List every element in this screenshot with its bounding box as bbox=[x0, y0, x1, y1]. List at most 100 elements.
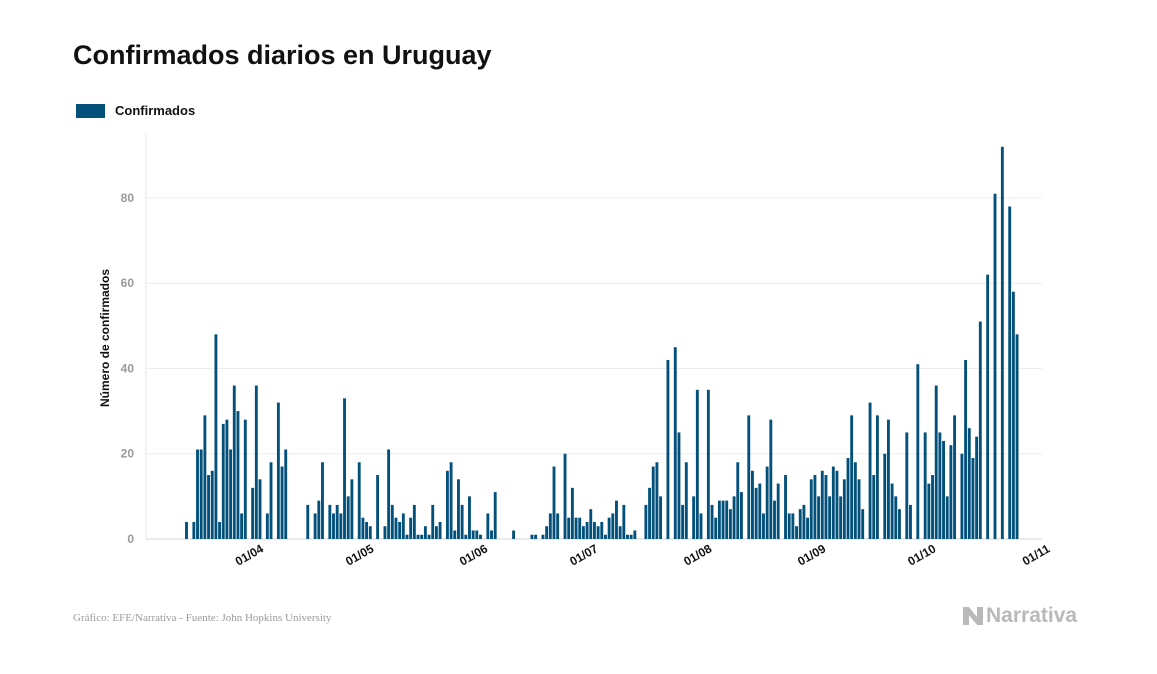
bar bbox=[486, 513, 490, 539]
bar bbox=[567, 517, 571, 539]
y-tick-label: 40 bbox=[121, 361, 135, 375]
bar bbox=[431, 504, 435, 539]
bar bbox=[728, 509, 732, 539]
y-tick-label: 0 bbox=[127, 532, 134, 546]
x-tick-label: 01/08 bbox=[681, 541, 714, 568]
narrativa-logo-icon bbox=[963, 607, 983, 625]
bar bbox=[949, 445, 953, 539]
bar bbox=[530, 534, 534, 539]
bar bbox=[839, 496, 843, 539]
y-tick-label: 60 bbox=[121, 276, 135, 290]
bar bbox=[931, 475, 934, 539]
bar bbox=[471, 530, 475, 539]
bar bbox=[343, 398, 346, 539]
bar bbox=[600, 521, 604, 539]
bar bbox=[769, 419, 773, 539]
brand-logo: Narrativa bbox=[963, 604, 1077, 628]
bar bbox=[196, 449, 199, 539]
bar bbox=[934, 385, 938, 539]
x-tick-label: 01/06 bbox=[457, 541, 490, 568]
bar bbox=[681, 504, 685, 539]
bar bbox=[221, 423, 225, 539]
bar bbox=[964, 359, 968, 539]
bar bbox=[898, 509, 901, 539]
bar bbox=[916, 364, 920, 539]
bar bbox=[842, 479, 846, 539]
bar bbox=[317, 500, 321, 539]
bar bbox=[604, 534, 607, 539]
bar bbox=[883, 453, 887, 539]
bar bbox=[541, 534, 545, 539]
gridlines bbox=[146, 197, 1042, 540]
bar bbox=[714, 517, 718, 539]
bar bbox=[993, 193, 997, 539]
bar bbox=[684, 462, 688, 539]
source-note: Gráfico: EFE/Narrativa - Fuente: John Ho… bbox=[73, 612, 332, 624]
bar bbox=[464, 534, 468, 539]
bar bbox=[251, 487, 255, 539]
bar bbox=[945, 496, 949, 539]
bar bbox=[666, 359, 670, 539]
bar bbox=[872, 475, 876, 539]
bar bbox=[493, 492, 497, 539]
bar bbox=[468, 496, 471, 539]
bar bbox=[765, 466, 769, 539]
bar bbox=[479, 534, 482, 539]
bar bbox=[831, 466, 835, 539]
bar bbox=[332, 513, 335, 539]
bar bbox=[655, 462, 659, 539]
bar bbox=[673, 347, 677, 539]
bar bbox=[346, 496, 350, 539]
bar bbox=[942, 440, 945, 539]
bar bbox=[218, 521, 222, 539]
chart-title: Confirmados diarios en Uruguay bbox=[73, 40, 492, 70]
bar bbox=[269, 462, 273, 539]
x-tick-label: 01/10 bbox=[905, 541, 938, 568]
bar bbox=[225, 419, 229, 539]
bar bbox=[475, 530, 479, 539]
bar bbox=[861, 509, 865, 539]
bar bbox=[806, 517, 810, 539]
bar bbox=[875, 415, 879, 539]
bar bbox=[923, 432, 927, 539]
bar bbox=[754, 487, 758, 539]
bar bbox=[328, 504, 332, 539]
bar bbox=[739, 492, 743, 539]
x-tick-label: 01/07 bbox=[567, 541, 600, 568]
bar bbox=[695, 389, 699, 539]
bar bbox=[207, 475, 210, 539]
bar bbox=[699, 513, 703, 539]
bar bbox=[321, 462, 324, 539]
bar bbox=[736, 462, 740, 539]
bar bbox=[938, 432, 942, 539]
bar bbox=[210, 470, 214, 539]
bar bbox=[809, 479, 813, 539]
bar bbox=[574, 517, 578, 539]
bar bbox=[258, 479, 262, 539]
bar bbox=[776, 483, 780, 539]
bar bbox=[376, 475, 380, 539]
bar bbox=[1011, 291, 1015, 539]
bar bbox=[751, 470, 754, 539]
bar bbox=[894, 496, 898, 539]
bar bbox=[795, 526, 798, 539]
bar bbox=[659, 496, 663, 539]
bar bbox=[732, 496, 736, 539]
y-tick-label: 80 bbox=[121, 191, 135, 205]
y-tick-label: 20 bbox=[121, 447, 135, 461]
y-axis: 0 20 40 60 80 bbox=[121, 134, 147, 546]
bar bbox=[1000, 146, 1004, 540]
bar bbox=[651, 466, 655, 539]
bar bbox=[401, 513, 405, 539]
bar bbox=[232, 385, 236, 539]
y-axis-label: Número de confirmados bbox=[98, 269, 112, 407]
x-tick-label: 01/04 bbox=[233, 541, 266, 568]
bar bbox=[717, 500, 721, 539]
bar bbox=[835, 470, 839, 539]
bar bbox=[236, 411, 240, 539]
bar bbox=[986, 274, 990, 539]
bar bbox=[185, 521, 188, 539]
bar bbox=[427, 534, 431, 539]
bar bbox=[596, 526, 600, 539]
